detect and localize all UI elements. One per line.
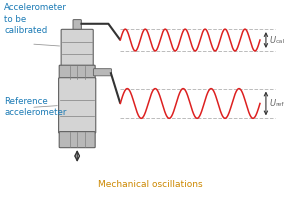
FancyBboxPatch shape (59, 66, 95, 80)
FancyBboxPatch shape (73, 21, 81, 31)
FancyBboxPatch shape (61, 30, 93, 67)
Text: $U$: $U$ (269, 96, 277, 107)
Text: cal: cal (275, 39, 285, 44)
FancyBboxPatch shape (58, 78, 96, 134)
FancyBboxPatch shape (59, 132, 95, 148)
Text: $U$: $U$ (269, 34, 277, 45)
Text: Accelerometer
to be
calibrated: Accelerometer to be calibrated (4, 3, 67, 35)
FancyBboxPatch shape (93, 69, 112, 76)
Text: Reference
accelerometer: Reference accelerometer (4, 96, 67, 116)
Text: ref: ref (275, 102, 284, 107)
Text: Mechanical oscillations: Mechanical oscillations (98, 179, 202, 188)
